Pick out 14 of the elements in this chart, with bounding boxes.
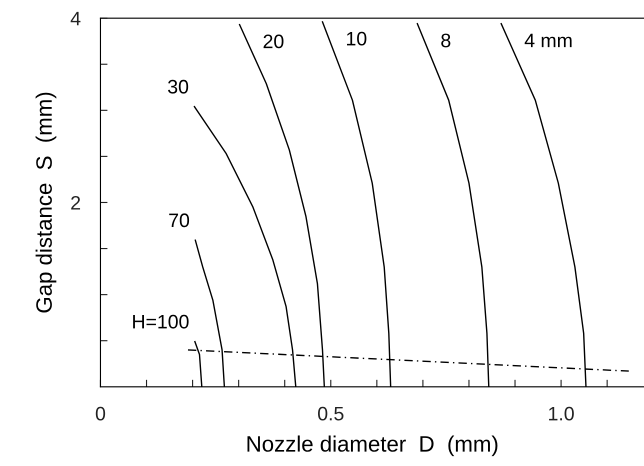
y-tick-label: 4 bbox=[70, 12, 80, 26]
series-label: 30 bbox=[168, 80, 188, 94]
series-label: 4 mm bbox=[524, 34, 572, 48]
y-tick-label: 2 bbox=[71, 196, 80, 210]
series-label: 20 bbox=[264, 34, 284, 48]
series-label: H=100 bbox=[133, 314, 189, 329]
series-label: 10 bbox=[347, 32, 366, 46]
series-label: 70 bbox=[169, 213, 190, 228]
series-label: 8 bbox=[441, 34, 450, 48]
y-axis-title: Gap distance S (mm) bbox=[36, 92, 56, 312]
x-tick-label: 0.5 bbox=[318, 406, 344, 421]
x-tick-label: 0 bbox=[96, 406, 106, 421]
x-tick-label: 1.0 bbox=[549, 406, 574, 421]
x-axis-title: Nozzle diameter D (mm) bbox=[248, 435, 498, 456]
